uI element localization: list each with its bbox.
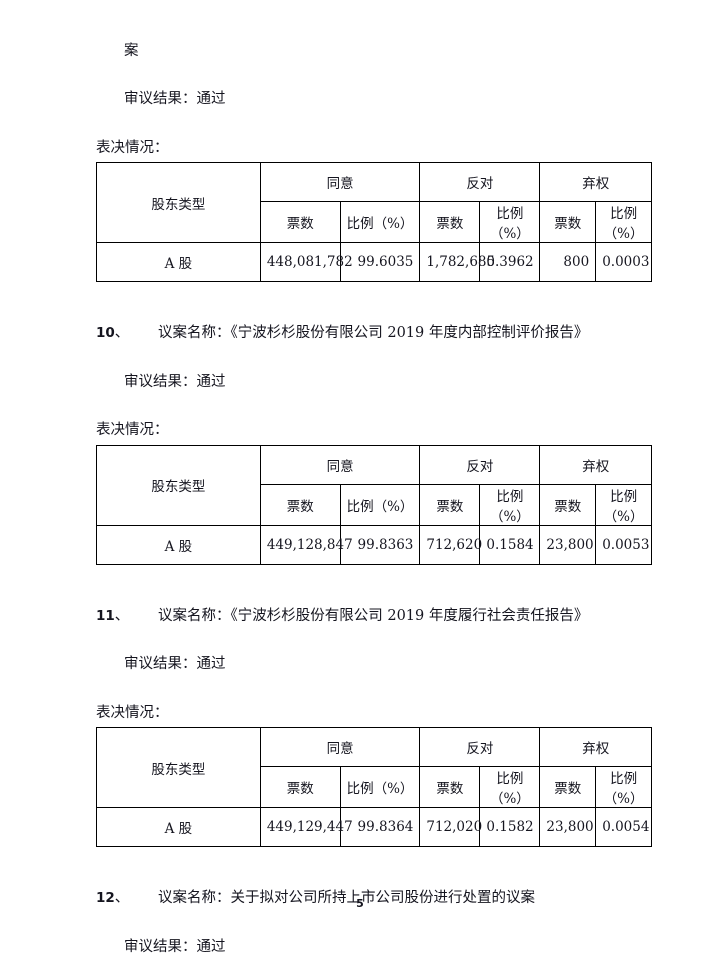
cell-against-votes: 712,620: [419, 524, 482, 565]
header-abstain-votes: 票数: [539, 201, 597, 244]
header-agree-ratio: 比例（%）: [339, 483, 421, 526]
header-against: 反对: [419, 162, 541, 203]
header-agree: 同意: [259, 444, 421, 485]
document-page: 案 审议结果：通过 表决情况： 股东类型 同意 反对 弃权 票数 比例（%） 票…: [96, 43, 652, 955]
cell-agree-votes: 448,081,782: [259, 242, 353, 283]
header-against-ratio: 比例（%）: [479, 483, 541, 526]
page-content: 案 审议结果：通过 表决情况： 股东类型 同意 反对 弃权 票数 比例（%） 票…: [96, 0, 652, 958]
item-title-11: 议案名称：《宁波杉杉股份有限公司 2019 年度履行社会责任报告》: [158, 607, 589, 624]
item-title-10: 议案名称：《宁波杉杉股份有限公司 2019 年度内部控制评价报告》: [158, 325, 589, 342]
voting-situation-label-10: 表决情况：: [96, 422, 169, 439]
orphan-line-text: 案: [124, 43, 139, 59]
table-row: 票数 比例（%） 票数 比例（%） 票数 比例（%）: [97, 201, 652, 244]
table-row: A 股 448,081,782 99.6035 1,782,685 0.3962…: [96, 242, 652, 283]
spacer: [96, 676, 652, 702]
header-abstain-ratio: 比例（%）: [595, 201, 652, 244]
header-shareholder-type: 股东类型: [96, 162, 261, 244]
table-row: 股东类型 同意 反对 弃权: [96, 162, 652, 244]
spacer: [96, 847, 652, 887]
row-label-a-share: A 股: [96, 242, 261, 283]
table-row: 股东类型 同意 反对 弃权: [96, 727, 652, 809]
review-result-12: 审议结果：通过: [124, 938, 226, 955]
header-against-ratio: 比例（%）: [479, 766, 541, 809]
cell-agree-votes: 449,128,847: [259, 524, 353, 565]
voting-situation-label-11: 表决情况：: [96, 704, 169, 721]
review-result-9: 审议结果：通过: [124, 91, 226, 108]
cell-against-votes: 712,020: [419, 807, 482, 848]
item-heading-11: 11、 议案名称：《宁波杉杉股份有限公司 2019 年度履行社会责任报告》: [96, 605, 652, 627]
header-against-votes: 票数: [419, 766, 481, 809]
header-against-votes: 票数: [419, 201, 481, 244]
cell-agree-ratio: 99.8364: [339, 807, 421, 848]
review-result-11: 审议结果：通过: [124, 656, 226, 673]
header-abstain-ratio: 比例（%）: [595, 766, 652, 809]
review-result-10: 审议结果：通过: [124, 373, 226, 390]
top-margin-spacer: [96, 0, 652, 40]
cell-abstain-votes: 23,800: [539, 524, 597, 565]
cell-abstain-ratio: 0.0003: [595, 242, 652, 283]
cell-agree-ratio: 99.8363: [339, 524, 421, 565]
header-abstain: 弃权: [539, 727, 652, 768]
header-abstain: 弃权: [539, 162, 652, 203]
header-agree-ratio: 比例（%）: [339, 766, 421, 809]
item-number-11: 11、: [96, 607, 130, 624]
spacer: [96, 565, 652, 605]
cell-against-ratio: 0.1584: [479, 524, 541, 565]
item-number-10: 10、: [96, 325, 130, 342]
table-row: 股东类型 同意 反对 弃权: [96, 444, 652, 526]
vote-table-10: 股东类型 同意 反对 弃权 票数 比例（%） 票数 比例（%） 票数 比例（%）…: [96, 444, 652, 565]
header-agree-votes: 票数: [259, 201, 341, 244]
header-shareholder-type: 股东类型: [96, 727, 261, 809]
page-number: 5: [356, 897, 364, 910]
spacer: [96, 345, 652, 371]
spacer: [96, 111, 652, 137]
header-agree-ratio: 比例（%）: [339, 201, 421, 244]
item-title-12: 议案名称：关于拟对公司所持上市公司股份进行处置的议案: [158, 890, 535, 907]
vote-table-9: 股东类型 同意 反对 弃权 票数 比例（%） 票数 比例（%） 票数 比例（%）…: [96, 162, 652, 283]
cell-against-ratio: 0.1582: [479, 807, 541, 848]
vote-table-11: 股东类型 同意 反对 弃权 票数 比例（%） 票数 比例（%） 票数 比例（%）…: [96, 727, 652, 848]
header-abstain-ratio: 比例（%）: [595, 483, 652, 526]
cell-abstain-votes: 800: [539, 242, 597, 283]
cell-agree-ratio: 99.6035: [339, 242, 421, 283]
item-heading-12: 12、 议案名称：关于拟对公司所持上市公司股份进行处置的议案: [96, 887, 652, 909]
header-abstain-votes: 票数: [539, 766, 597, 809]
header-agree: 同意: [259, 727, 421, 768]
header-agree-votes: 票数: [259, 483, 341, 526]
header-agree: 同意: [259, 162, 421, 203]
header-against-ratio: 比例（%）: [479, 201, 541, 244]
spacer: [96, 627, 652, 653]
cell-abstain-ratio: 0.0053: [595, 524, 652, 565]
header-against: 反对: [419, 727, 541, 768]
header-against: 反对: [419, 444, 541, 485]
spacer: [96, 282, 652, 322]
cell-agree-votes: 449,129,447: [259, 807, 353, 848]
table-row: 票数 比例（%） 票数 比例（%） 票数 比例（%）: [97, 483, 652, 526]
voting-situation-label-9: 表决情况：: [96, 139, 169, 156]
header-abstain-votes: 票数: [539, 483, 597, 526]
spacer: [96, 62, 652, 88]
header-shareholder-type: 股东类型: [96, 444, 261, 526]
cell-against-votes: 1,782,685: [419, 242, 495, 283]
spacer: [96, 393, 652, 419]
item-heading-10: 10、 议案名称：《宁波杉杉股份有限公司 2019 年度内部控制评价报告》: [96, 322, 652, 344]
header-abstain: 弃权: [539, 444, 652, 485]
row-label-a-share: A 股: [96, 524, 261, 565]
cell-abstain-votes: 23,800: [539, 807, 597, 848]
item-number-12: 12、: [96, 890, 130, 907]
header-agree-votes: 票数: [259, 766, 341, 809]
table-row: A 股 449,129,447 99.8364 712,020 0.1582 2…: [96, 807, 652, 848]
table-row: A 股 449,128,847 99.8363 712,620 0.1584 2…: [96, 524, 652, 565]
cell-against-ratio: 0.3962: [479, 242, 541, 283]
cell-abstain-ratio: 0.0054: [595, 807, 652, 848]
header-against-votes: 票数: [419, 483, 481, 526]
row-label-a-share: A 股: [96, 807, 261, 848]
